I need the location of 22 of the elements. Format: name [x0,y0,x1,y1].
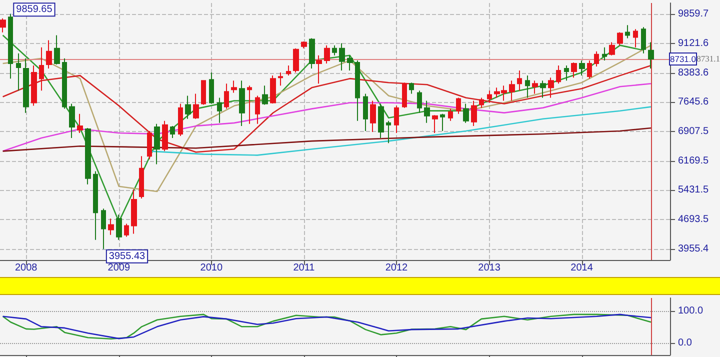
x-tick-label: 2008 [14,262,38,274]
x-tick-label: 2011 [293,262,316,274]
y-tick-label: 5431.5 [678,184,710,196]
text: 8731.1 [696,54,720,64]
y-tick-label: 100.0 [678,305,704,316]
y-tick-label: 6907.5 [678,126,710,137]
x-tick-label: 2012 [385,262,408,274]
y-tick-label: 3955.4 [678,243,710,254]
y-tick-label: 8383.6 [678,67,710,78]
x-tick-label: 2014 [570,262,594,274]
y-tick-label: 9121.6 [678,38,710,49]
x-tick-label: 2009 [108,262,130,274]
annotation: 9859.65 [16,4,53,16]
annotation: 3955.43 [108,250,146,262]
y-tick-label: 6169.5 [678,155,710,166]
y-tick-label: 9859.7 [678,8,710,20]
y-tick-label: 4693.5 [678,214,710,226]
y-tick-label: 0.0 [678,338,692,349]
ref-line-label: 8731.0 [670,54,696,64]
x-tick-label: 2010 [200,262,223,274]
y-tick-label: 7645.6 [678,96,710,108]
x-tick-label: 2013 [478,262,501,274]
